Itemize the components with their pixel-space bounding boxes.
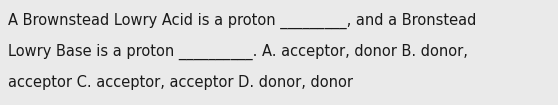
Text: acceptor C. acceptor, acceptor D. donor, donor: acceptor C. acceptor, acceptor D. donor,… [8,75,353,90]
Text: A Brownstead Lowry Acid is a proton _________, and a Bronstead: A Brownstead Lowry Acid is a proton ____… [8,13,477,29]
Text: Lowry Base is a proton __________. A. acceptor, donor B. donor,: Lowry Base is a proton __________. A. ac… [8,44,468,60]
